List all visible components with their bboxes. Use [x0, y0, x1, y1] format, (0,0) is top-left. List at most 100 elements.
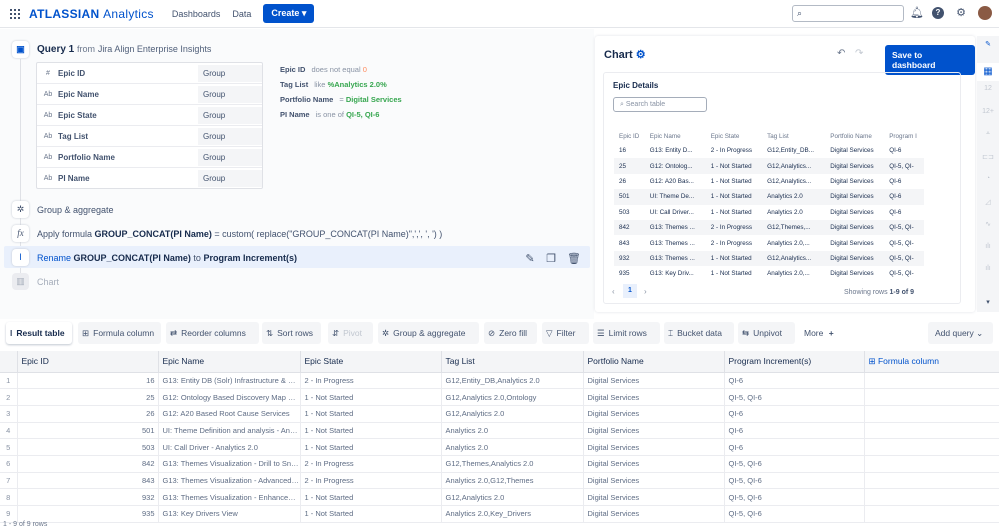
table-cell[interactable]: G12,Analytics 2.0 — [441, 405, 584, 423]
table-cell[interactable]: G13: Themes Visualization - Advanced F..… — [158, 472, 301, 490]
line-icon[interactable]: ∿ — [985, 221, 991, 228]
formula-cell[interactable] — [864, 488, 999, 506]
table-cell[interactable]: Digital Services — [583, 388, 725, 406]
table-cell[interactable]: UI: Theme Definition and analysis - Anal… — [158, 422, 301, 440]
formula-cell[interactable] — [864, 388, 999, 406]
toolbar-sort-rows-button[interactable]: ⇅ Sort rows — [262, 322, 321, 344]
table-cell[interactable]: 2 - In Progress — [300, 372, 442, 390]
formula-cell[interactable] — [864, 405, 999, 423]
page-1-button[interactable]: 1 — [623, 284, 637, 298]
toolbar-formula-column-button[interactable]: ⊞ Formula column — [78, 322, 161, 344]
step-apply-formula[interactable]: Apply formula GROUP_CONCAT(PI Name) = cu… — [37, 229, 442, 239]
toolbar-pivot-button[interactable]: ⇵ Pivot — [328, 322, 373, 344]
table-cell[interactable]: QI-5, QI-6 — [724, 455, 865, 473]
column-header[interactable]: Epic Name — [649, 132, 681, 140]
settings-icon[interactable]: ⚙ — [956, 7, 966, 19]
table-cell[interactable]: 1 - Not Started — [300, 438, 442, 456]
field-row[interactable]: Ab Tag List Group — [37, 126, 262, 147]
table-cell[interactable]: Analytics 2.0 — [441, 438, 584, 456]
table-cell[interactable]: 935 — [17, 505, 159, 523]
table-cell[interactable]: QI-6 — [724, 422, 865, 440]
table-search-input[interactable]: ⌕ Search table — [613, 97, 707, 112]
column-header[interactable]: Epic State — [300, 351, 442, 373]
table-cell[interactable]: 1 - Not Started — [300, 405, 442, 423]
table-cell[interactable]: G12,Entity_DB,Analytics 2.0 — [441, 372, 584, 390]
toolbar-zero-fill-button[interactable]: ⊘ Zero fill — [484, 322, 537, 344]
formula-cell[interactable] — [864, 455, 999, 473]
chart-settings-icon[interactable]: ⚙ — [635, 49, 646, 61]
table-cell[interactable]: UI: Call Driver - Analytics 2.0 — [158, 438, 301, 456]
table-cell[interactable]: 2 - In Progress — [300, 455, 442, 473]
next-page-icon[interactable]: › — [644, 287, 647, 296]
step-chart[interactable]: Chart — [37, 277, 60, 287]
aggregation-select[interactable]: Group — [198, 128, 262, 145]
single-value-icon[interactable]: 12 — [984, 85, 992, 92]
column-header[interactable]: Epic ID — [17, 351, 159, 373]
combo-icon[interactable]: ılı — [985, 265, 991, 272]
aggregation-select[interactable]: Group — [198, 107, 262, 124]
help-icon[interactable]: ? — [932, 7, 944, 19]
notifications-icon[interactable]: 🔔︎ — [910, 7, 924, 19]
table-cell[interactable]: QI-6 — [724, 438, 865, 456]
column-header[interactable]: Epic Name — [158, 351, 301, 373]
table-cell[interactable]: 16 — [17, 372, 159, 390]
table-cell[interactable]: QI-5, QI-6 — [724, 488, 865, 506]
formula-cell[interactable] — [864, 472, 999, 490]
table-cell[interactable]: Digital Services — [583, 488, 725, 506]
table-icon[interactable]: ▦ — [977, 62, 999, 81]
prev-page-icon[interactable]: ‹ — [612, 287, 615, 296]
column-header[interactable]: Tag List — [767, 132, 789, 140]
filter-item[interactable]: Epic ID does not equal 0 — [280, 65, 402, 80]
field-row[interactable]: Ab Portfolio Name Group — [37, 147, 262, 168]
toolbar-limit-rows-button[interactable]: ☰ Limit rows — [593, 322, 660, 344]
search-input[interactable]: ⌕ — [792, 5, 904, 22]
table-cell[interactable]: QI-5, QI-6 — [724, 505, 865, 523]
table-cell[interactable]: 503 — [17, 438, 159, 456]
funnel-icon[interactable]: ⩡ — [986, 130, 990, 137]
column-header[interactable]: Epic State — [710, 132, 740, 140]
query-title[interactable]: Query 1 from Jira Align Enterprise Insig… — [37, 44, 211, 55]
toolbar-filter-button[interactable]: ▽ Filter — [542, 322, 589, 344]
formula-cell[interactable] — [864, 422, 999, 440]
table-cell[interactable]: 501 — [17, 422, 159, 440]
table-cell[interactable]: Digital Services — [583, 455, 725, 473]
table-cell[interactable]: G13: Key Drivers View — [158, 505, 301, 523]
table-cell[interactable]: G13: Entity DB (Solr) Infrastructure & M… — [158, 372, 301, 390]
bar-icon[interactable]: ılı — [985, 242, 991, 250]
column-header[interactable]: Epic ID — [619, 132, 640, 140]
table-cell[interactable]: 1 - Not Started — [300, 388, 442, 406]
create-button[interactable]: Create ▾ — [263, 4, 315, 23]
toolbar-reorder-columns-button[interactable]: ⇄ Reorder columns — [166, 322, 259, 344]
table-cell[interactable]: 932 — [17, 488, 159, 506]
table-cell[interactable]: G12,Analytics 2.0 — [441, 488, 584, 506]
step-rename-row[interactable] — [4, 246, 590, 268]
table-cell[interactable]: QI-5, QI-6 — [724, 472, 865, 490]
app-switcher-icon[interactable] — [10, 8, 20, 19]
logo[interactable]: ATLASSIAN Analytics — [29, 7, 154, 21]
aggregation-select[interactable]: Group — [198, 86, 262, 103]
add-query-button[interactable]: Add query ⌄ — [928, 322, 993, 344]
column-header[interactable]: Program Increment(s) — [724, 351, 865, 373]
toolbar-more-button[interactable]: More + — [800, 322, 840, 344]
aggregation-select[interactable]: Group — [198, 65, 262, 82]
toolbar-bucket-data-button[interactable]: ⌶ Bucket data — [664, 322, 734, 344]
delete-icon[interactable]: 🗑︎ — [567, 253, 581, 265]
column-header[interactable]: Portfolio Name — [830, 132, 872, 140]
edit-icon[interactable]: ✎ — [525, 253, 535, 265]
aggregation-select[interactable]: Group — [198, 170, 262, 187]
table-cell[interactable]: QI-6 — [724, 372, 865, 390]
table-cell[interactable]: Analytics 2.0,Key_Drivers — [441, 505, 584, 523]
nav-data[interactable]: Data — [232, 8, 252, 19]
bar-horizontal-icon[interactable]: ⊏⊐ — [982, 153, 994, 161]
undo-icon[interactable]: ↶ — [837, 48, 846, 59]
table-cell[interactable]: Analytics 2.0 — [441, 422, 584, 440]
table-cell[interactable]: G12,Analytics 2.0,Ontology — [441, 388, 584, 406]
table-cell[interactable]: 843 — [17, 472, 159, 490]
table-cell[interactable]: Digital Services — [583, 372, 725, 390]
table-cell[interactable]: Analytics 2.0,G12,Themes — [441, 472, 584, 490]
table-cell[interactable]: G12,Themes,Analytics 2.0 — [441, 455, 584, 473]
table-cell[interactable]: Digital Services — [583, 405, 725, 423]
table-cell[interactable]: Digital Services — [583, 422, 725, 440]
scroll-down-icon[interactable]: ▾ — [986, 299, 990, 306]
table-cell[interactable]: Digital Services — [583, 472, 725, 490]
